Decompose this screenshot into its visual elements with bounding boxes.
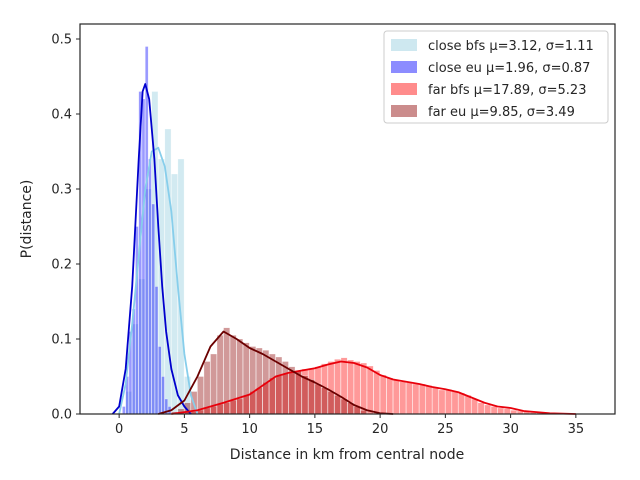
plot-frame (79, 23, 616, 415)
legend-label-0: close bfs μ=3.12, σ=1.11 (428, 39, 594, 54)
hist-bar-series-3-13 (255, 347, 263, 415)
hist-bar-series-2-33 (392, 380, 400, 415)
hist-bar-series-1-10 (154, 286, 159, 415)
hist-bar-series-2-50 (503, 408, 511, 415)
hist-bar-series-3-24 (327, 391, 335, 415)
y-tick-label: 0.5 (51, 33, 72, 48)
y-tick-label: 0.0 (51, 408, 72, 423)
legend-box (383, 30, 609, 124)
hist-bar-series-2-37 (419, 383, 426, 415)
hist-bar-series-2-32 (386, 377, 394, 415)
kde-lines (111, 83, 576, 415)
y-tick-label: 0.1 (51, 333, 72, 348)
hist-bar-series-2-28 (360, 362, 368, 415)
hist-bar-series-2-48 (490, 406, 498, 415)
legend-swatch-0 (391, 39, 417, 51)
hist-bar-series-3-23 (321, 387, 328, 415)
hist-bar-series-2-47 (484, 404, 491, 415)
hist-bar-series-3-12 (249, 346, 257, 415)
hist-bar-series-3-25 (334, 395, 341, 415)
hist-bar-series-0-8 (177, 158, 185, 415)
hist-bar-series-1-6 (141, 98, 146, 415)
legend-label-1: close eu μ=1.96, σ=0.87 (428, 61, 590, 76)
hist-bar-series-2-38 (425, 385, 433, 415)
hist-bar-series-2-35 (405, 382, 413, 415)
x-axis-label: Distance in km from central node (230, 447, 464, 463)
hist-bar-series-3-26 (340, 398, 348, 415)
hist-bar-series-1-8 (148, 158, 152, 415)
hist-bar-series-1-0 (122, 406, 126, 415)
x-tick-label: 25 (437, 422, 454, 437)
hist-bar-series-2-41 (445, 389, 452, 415)
kde-line-series-2 (171, 360, 576, 415)
hist-bar-series-2-39 (432, 387, 439, 415)
hist-bar-series-2-44 (464, 395, 472, 415)
hist-bar-series-3-17 (282, 361, 289, 415)
x-tick-label: 30 (502, 422, 519, 437)
x-axis-ticks: 0 5 10 15 20 25 30 35 (115, 414, 584, 437)
hist-bar-series-3-22 (314, 383, 322, 415)
hist-bar-series-2-40 (438, 389, 446, 415)
hist-bar-series-1-9 (151, 203, 155, 415)
hist-bar-series-3-10 (236, 338, 244, 415)
kde-line-series-1 (111, 83, 192, 415)
hist-bar-series-2-46 (477, 402, 485, 415)
y-axis-label: P(distance) (19, 180, 35, 259)
x-tick-label: 10 (241, 422, 258, 437)
y-tick-label: 0.4 (51, 108, 72, 123)
legend-swatch-2 (391, 83, 417, 95)
hist-bar-series-2-29 (366, 365, 374, 415)
y-tick-label: 0.3 (51, 183, 72, 198)
x-tick-label: 15 (307, 422, 324, 437)
x-tick-label: 0 (115, 422, 123, 437)
hist-bar-series-1-11 (158, 346, 162, 415)
x-tick-label: 35 (568, 422, 585, 437)
hist-bar-series-2-36 (412, 383, 420, 415)
hist-bar-series-2-45 (471, 398, 478, 415)
x-tick-label: 5 (180, 422, 188, 437)
hist-bar-series-3-21 (308, 379, 315, 415)
hist-bar-series-3-11 (242, 342, 250, 415)
hist-bar-series-2-31 (379, 374, 387, 415)
y-axis-ticks: 0.0 0.1 0.2 0.3 0.4 0.5 (51, 33, 80, 423)
legend-label-3: far eu μ=9.85, σ=3.49 (428, 105, 575, 120)
hist-bar-series-3-20 (301, 375, 309, 415)
y-tick-label: 0.2 (51, 258, 72, 273)
legend-swatch-3 (391, 105, 417, 117)
hist-bar-series-3-19 (295, 371, 302, 415)
hist-bar-series-3-9 (229, 335, 237, 415)
hist-bar-series-3-18 (288, 366, 296, 415)
hist-bar-series-1-4 (135, 226, 139, 415)
hist-bar-series-1-12 (161, 376, 165, 415)
legend-label-2: far bfs μ=17.89, σ=5.23 (428, 83, 586, 98)
hist-bar-series-3-15 (268, 353, 276, 415)
hist-bar-series-1-7 (144, 46, 149, 415)
kde-line-series-0 (118, 146, 199, 415)
legend: close bfs μ=3.12, σ=1.11 close eu μ=1.96,… (383, 30, 609, 124)
hist-bar-series-2-30 (373, 370, 381, 415)
hist-bar-series-2-43 (458, 392, 465, 415)
hist-bar-series-2-42 (451, 391, 459, 415)
x-tick-label: 20 (372, 422, 389, 437)
legend-swatch-1 (391, 61, 417, 73)
kde-line-series-3 (158, 330, 394, 415)
hist-bar-series-2-34 (399, 381, 407, 415)
hist-bar-series-2-49 (497, 407, 505, 415)
